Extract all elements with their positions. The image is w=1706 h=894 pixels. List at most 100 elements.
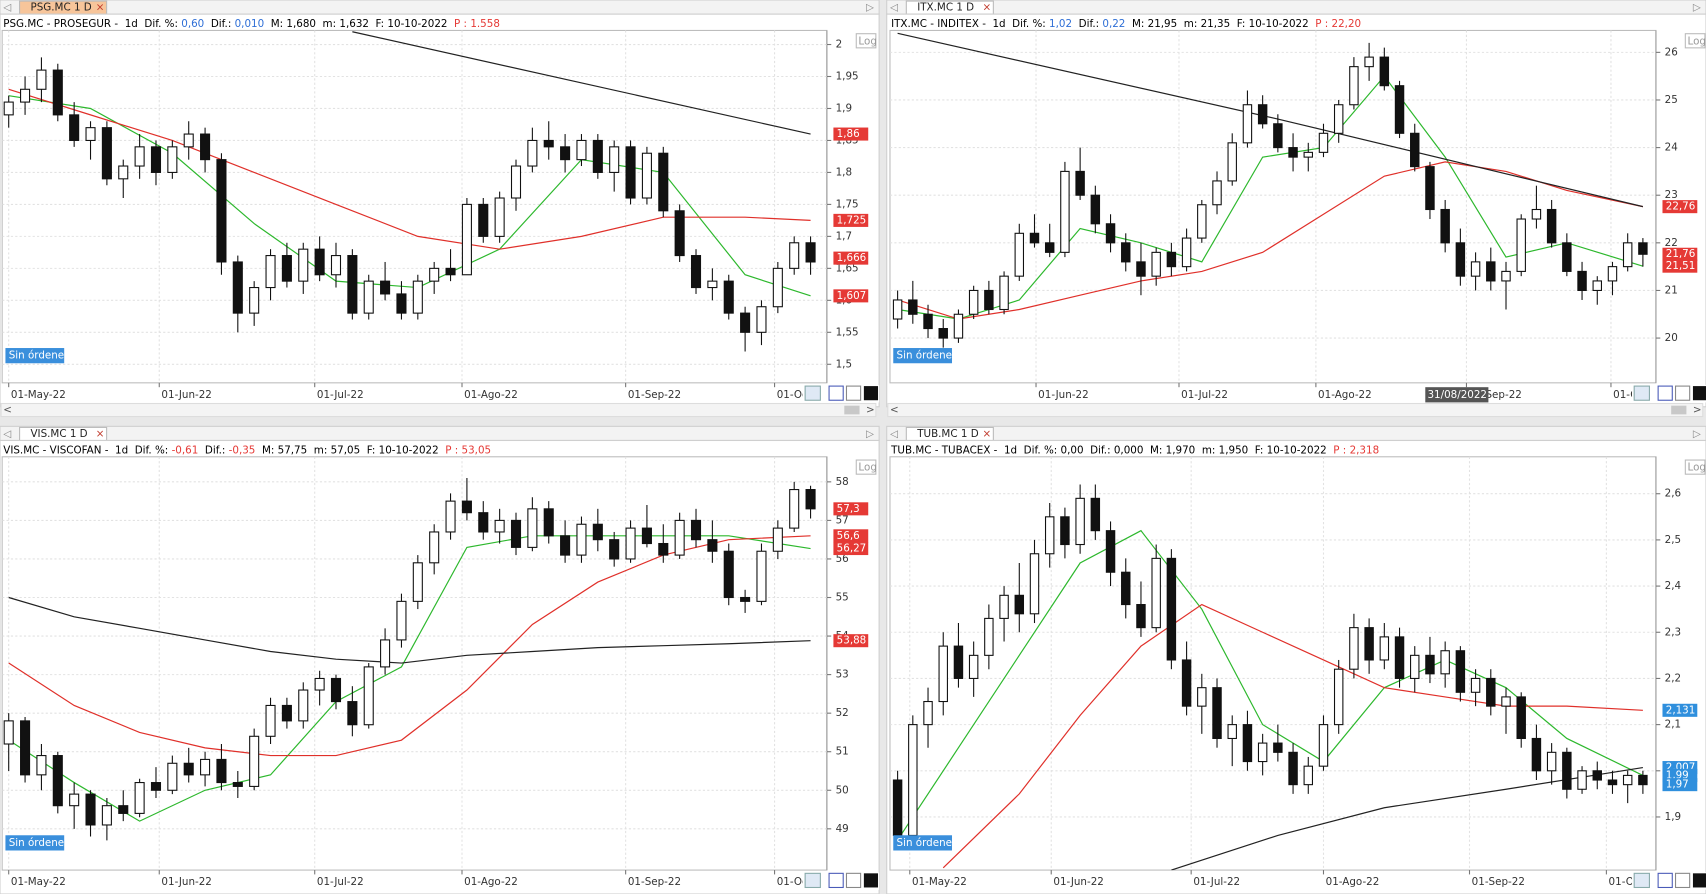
candle-body [396,293,407,314]
log-label[interactable]: Log [1688,35,1706,47]
log-button[interactable] [1684,33,1706,49]
candle-body [1060,170,1070,253]
candle-body [1090,194,1101,225]
log-label[interactable]: Log [1688,462,1706,474]
candle-body [1501,696,1511,707]
chart-panel: ◁ ▷ PSG.MC 1 D × PSG.MC - PROSEGUR - 1d Dif.… [0,0,880,418]
y-tick-label: 50 [836,784,849,796]
icon-pin[interactable] [1674,385,1691,401]
chart-header: PSG.MC - PROSEGUR - 1d Dif. %: 0,60 Dif.… [3,18,500,30]
candle-body [1090,497,1101,532]
candle-body [641,527,652,545]
x-tick-label: 01-Jun-22 [1038,389,1088,401]
scroll-left[interactable]: < [890,404,899,416]
candle-body [1105,530,1116,573]
candle-body [249,735,260,787]
candle-body [216,758,227,784]
y-tick-label: 1,9 [1665,811,1681,823]
candle-body [1562,242,1572,272]
price-tag-label: 1,725 [837,214,867,226]
candle-body [560,146,571,161]
x-tick-label: 01-Sep-22 [628,876,681,888]
log-button[interactable] [855,459,877,475]
candle-body [298,689,309,722]
candle-body [101,127,112,180]
icon-save[interactable] [1657,385,1673,401]
tab-arrow-right: ▷ [1693,428,1701,440]
icon-pin[interactable] [1674,872,1691,889]
tab-label[interactable]: ITX.MC 1 D [917,2,974,14]
tab-close[interactable]: × [96,428,105,440]
candle-body [892,779,903,836]
scroll-thumb[interactable] [1671,405,1687,415]
log-label[interactable]: Log [858,462,876,474]
tab-close[interactable]: × [982,2,991,14]
price-tag-label: 57,3 [837,503,860,515]
scroll-left[interactable]: < [3,404,12,416]
candle-body [543,508,554,537]
icon-square[interactable] [863,873,879,888]
icon-auto[interactable] [1633,385,1650,401]
scrollbar[interactable] [0,402,877,418]
icon-auto[interactable] [804,385,821,401]
x-tick-label: 01-Sep-22 [1469,389,1522,401]
price-tag-label: 1,607 [837,290,867,302]
scrollbar[interactable] [887,402,1704,418]
icon-square[interactable] [1692,386,1706,401]
tab-label[interactable]: TUB.MC 1 D [916,428,979,440]
candle-body [1288,147,1298,158]
candle-body [1470,677,1481,693]
icon-pin[interactable] [845,385,862,401]
y-tick-label: 1,95 [836,70,859,82]
y-tick-label: 2,2 [1665,672,1681,684]
y-tick-label: 2,5 [1665,534,1681,546]
tab-close[interactable]: × [982,428,991,440]
scroll-right[interactable]: > [866,404,875,416]
price-tag [1662,200,1698,214]
icon-square[interactable] [1692,873,1706,888]
candle-body [658,542,669,556]
price-tag [1662,259,1698,273]
scroll-right[interactable]: > [1693,404,1702,416]
icon-save[interactable] [828,385,844,401]
x-tick-label: 01-Oc [777,389,808,401]
candle-body [1486,261,1496,282]
candle-body [1303,765,1314,786]
candle-body [1455,242,1466,277]
header-part: P : 22,20 [1315,18,1361,30]
icon-save[interactable] [828,872,844,889]
scroll-thumb[interactable] [844,405,860,415]
tab-label[interactable]: PSG.MC 1 D [30,2,91,14]
candle-body [1029,553,1040,615]
price-tag [833,502,869,516]
candle-body [478,512,489,533]
candle-body [461,203,472,276]
tab-label[interactable]: VIS.MC 1 D [30,428,87,440]
plot-area [1,29,828,384]
candle-body [36,69,47,90]
log-button[interactable] [855,33,877,49]
candle-body [576,523,587,556]
candle-body [118,165,129,180]
log-label[interactable]: Log [858,35,876,47]
x-tick-label: 01-Jul-22 [1193,876,1240,888]
candle-body [1197,204,1207,239]
candle-body [347,255,358,314]
x-tick-label: 01-May-22 [11,876,66,888]
icon-square[interactable] [863,386,879,401]
candle-body [1257,742,1268,763]
icon-save[interactable] [1657,872,1673,889]
log-button[interactable] [1684,459,1706,475]
tab-close[interactable]: × [96,2,105,14]
icon-auto[interactable] [1633,872,1650,889]
icon-pin[interactable] [845,872,862,889]
icon-auto[interactable] [804,872,821,889]
candle-body [150,146,162,173]
y-tick-label: 1,7 [836,230,852,242]
x-tick-label: 01-May-22 [11,389,66,401]
x-tick-label: 01-Oc [1613,389,1644,401]
candle-body [183,762,194,776]
candle-body [167,762,178,791]
header-part: Dif.: [198,444,228,456]
